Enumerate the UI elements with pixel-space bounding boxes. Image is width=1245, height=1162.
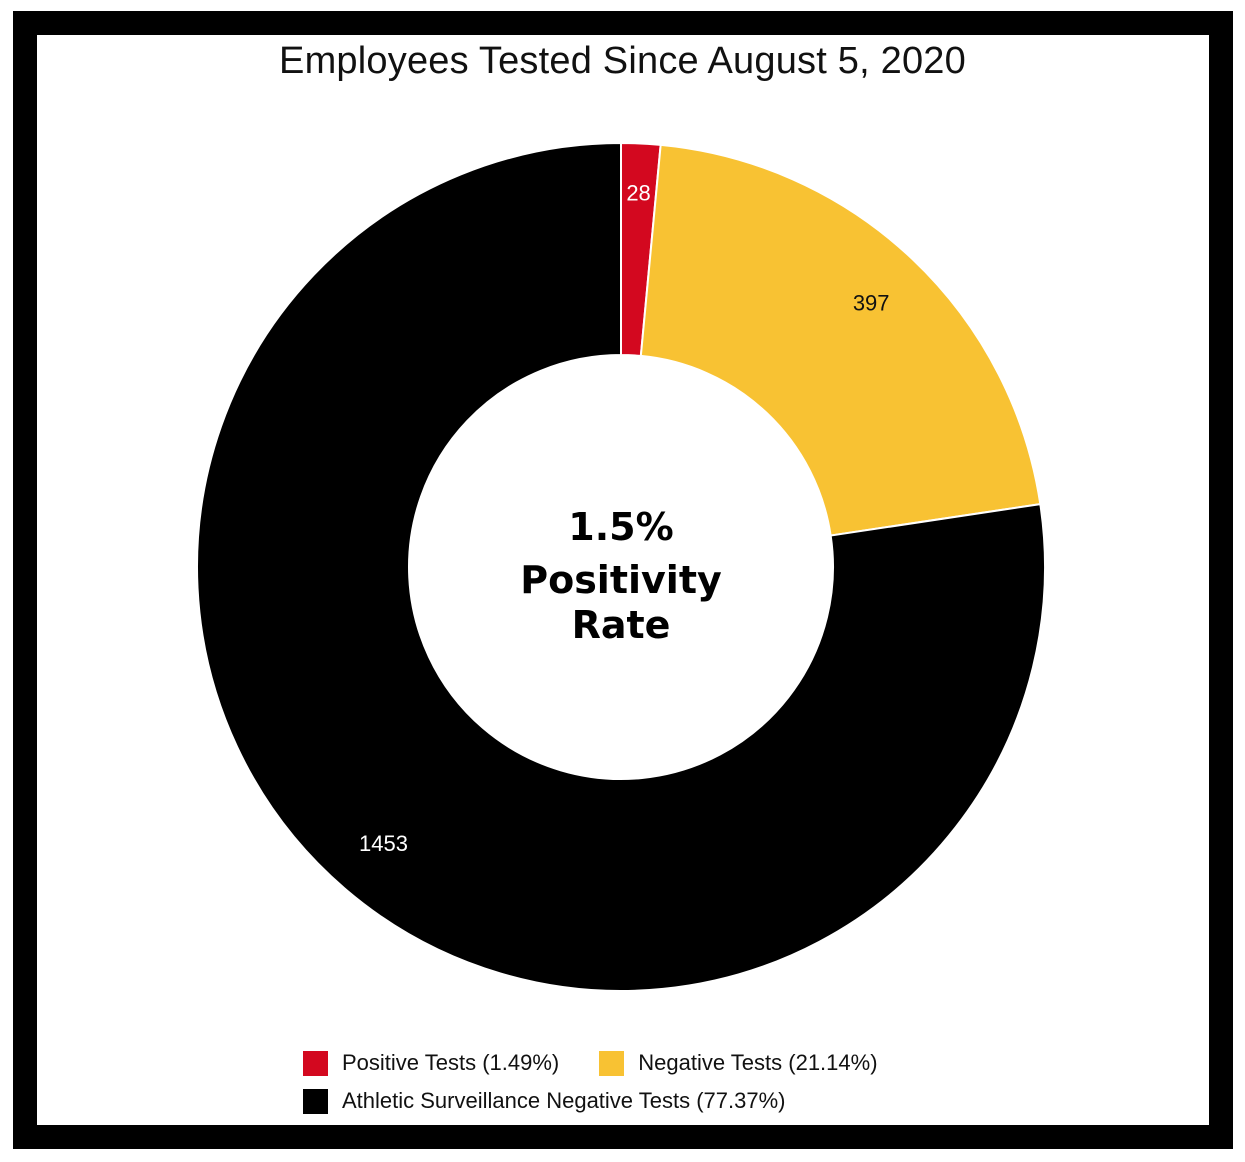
center-label-line1: Positivity [520,558,722,602]
slice-label-0: 28 [626,180,650,205]
legend-label-negative: Negative Tests (21.14%) [638,1050,878,1075]
legend-item-positive: Positive Tests (1.49%) [303,1050,559,1076]
legend-swatch-athletic [303,1088,328,1114]
legend-row-2: Athletic Surveillance Negative Tests (77… [303,1082,918,1120]
center-value: 1.5% [568,505,673,549]
legend-row-1: Positive Tests (1.49%) Negative Tests (2… [303,1044,918,1082]
legend-item-negative: Negative Tests (21.14%) [599,1050,878,1076]
legend-swatch-positive [303,1050,328,1076]
center-label-line2: Rate [572,603,671,647]
slice-2 [196,141,1046,992]
donut-slices [196,141,1046,992]
legend-label-positive: Positive Tests (1.49%) [342,1050,560,1075]
legend: Positive Tests (1.49%) Negative Tests (2… [303,1044,918,1120]
slice-label-2: 1453 [359,831,408,856]
legend-label-athletic: Athletic Surveillance Negative Tests (77… [342,1088,786,1113]
slice-1 [639,143,1042,537]
slice-labels: 28 397 1453 [359,180,890,855]
legend-swatch-negative [599,1050,625,1076]
legend-item-athletic: Athletic Surveillance Negative Tests (77… [303,1088,785,1114]
chart-title: Employees Tested Since August 5, 2020 [279,40,966,82]
slice-label-1: 397 [853,291,890,316]
